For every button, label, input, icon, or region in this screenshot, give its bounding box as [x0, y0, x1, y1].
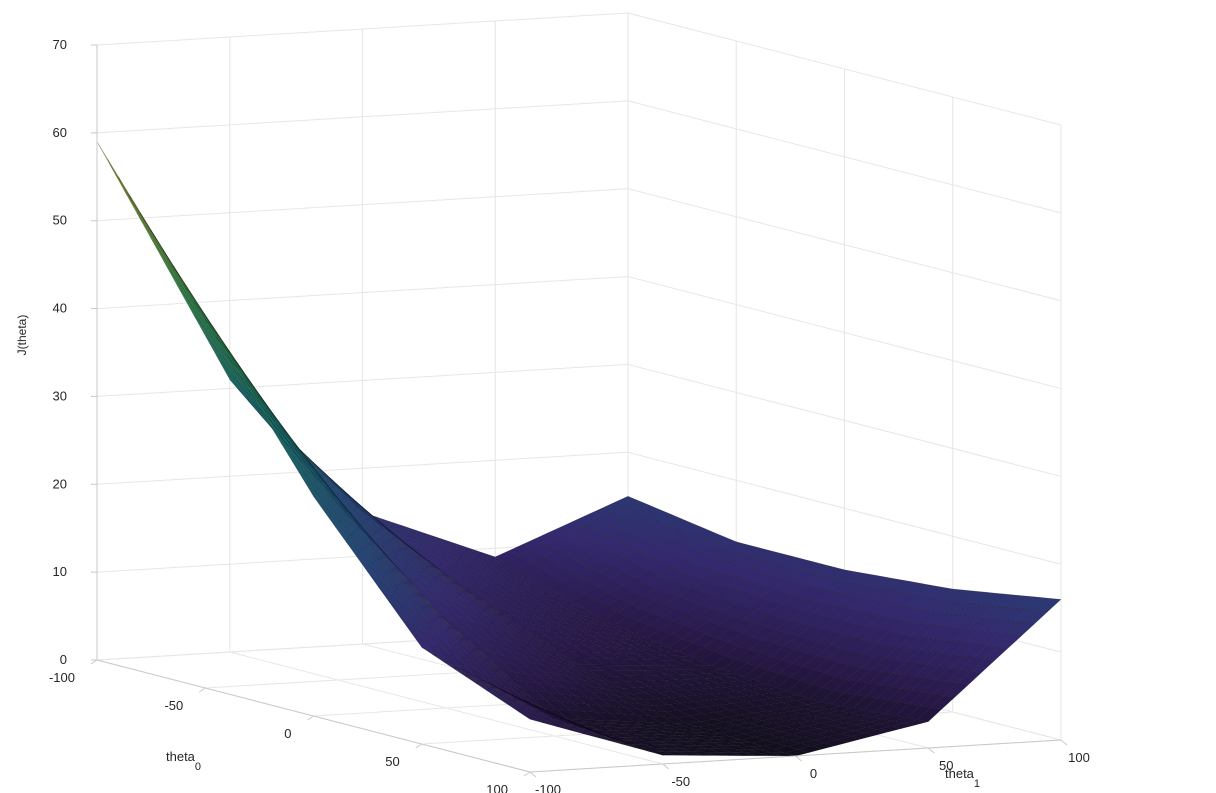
z-axis-label: J(theta) — [15, 315, 29, 356]
surface-patch — [983, 646, 1009, 661]
y-tick-mark — [1060, 739, 1068, 746]
surface-patch — [970, 658, 996, 674]
surface-patch — [691, 751, 716, 756]
y-tick-label: 100 — [1068, 750, 1090, 765]
surface-patch — [797, 745, 823, 753]
y-tick-mark — [529, 771, 537, 778]
x-tick-label: -100 — [49, 670, 75, 685]
x-axis-label-sub: 0 — [195, 761, 201, 773]
surface-patch — [163, 260, 188, 300]
x-tick-label: 0 — [284, 726, 291, 741]
surface-patch — [136, 212, 162, 253]
surface-patch — [890, 722, 916, 729]
surface-patch — [558, 723, 584, 734]
surface-patch — [261, 405, 287, 439]
z-tick-label: 10 — [53, 564, 67, 579]
surface-patch — [519, 711, 544, 724]
z-tick-label: 0 — [60, 652, 67, 667]
surface-patch — [1023, 610, 1049, 625]
surface-patch — [665, 751, 690, 756]
surface-patch — [810, 742, 837, 750]
y-tick-mark — [662, 763, 670, 770]
z-tick-label: 30 — [53, 388, 67, 403]
x-tick-mark — [415, 743, 423, 749]
axis-labels: J(theta) theta0 theta1 — [15, 315, 980, 790]
x-tick-mark — [307, 715, 314, 721]
y-tick-label: 50 — [939, 758, 953, 773]
surface — [96, 141, 1062, 757]
surface-patch — [704, 751, 730, 756]
y-axis-label-sub: 1 — [974, 778, 980, 790]
x-tick-mark — [523, 771, 531, 777]
surface-patch — [823, 739, 849, 746]
surface-patch — [272, 422, 297, 456]
x-tick-label: 50 — [385, 754, 399, 769]
z-tick-label: 40 — [53, 301, 67, 316]
surface-patch — [545, 719, 570, 731]
y-tick-label: -50 — [671, 774, 690, 789]
x-tick-mark — [90, 659, 98, 665]
axes — [90, 44, 1068, 778]
surface-patch — [187, 298, 212, 337]
surface-patch — [718, 751, 743, 756]
y-tick-label: -100 — [535, 782, 561, 793]
y-axis-label-main: theta — [945, 766, 975, 781]
surface-patch — [598, 735, 623, 745]
x-axis-label-main: theta — [166, 749, 196, 764]
y-axis-label: theta1 — [945, 766, 980, 790]
surface-patch — [930, 695, 956, 710]
surface-patch — [678, 751, 703, 756]
surface-patch — [174, 275, 199, 314]
surface-patch — [904, 719, 929, 726]
surface-patch — [572, 727, 597, 738]
surface-patch — [625, 743, 650, 752]
x-tick-mark — [198, 687, 206, 693]
surface-patch — [1009, 622, 1035, 637]
surface-patch — [837, 735, 862, 743]
surface-patch — [248, 389, 273, 424]
y-tick-label: 0 — [810, 766, 817, 781]
surface-patch — [651, 751, 677, 756]
z-tick-label: 20 — [53, 476, 67, 491]
y-tick-mark — [927, 747, 935, 754]
surface-patch — [149, 236, 175, 276]
x-tick-label: -50 — [164, 698, 183, 713]
x-axis-label: theta0 — [166, 749, 201, 773]
surface-patch — [996, 634, 1022, 649]
z-tick-label: 70 — [53, 37, 67, 52]
z-tick-label: 60 — [53, 125, 67, 140]
z-tick-label: 50 — [53, 213, 67, 228]
y-tick-mark — [795, 755, 802, 762]
x-tick-label: 100 — [486, 782, 508, 793]
surface-patch — [184, 290, 210, 329]
surface-patch — [731, 752, 756, 756]
surface-patch — [160, 252, 186, 291]
